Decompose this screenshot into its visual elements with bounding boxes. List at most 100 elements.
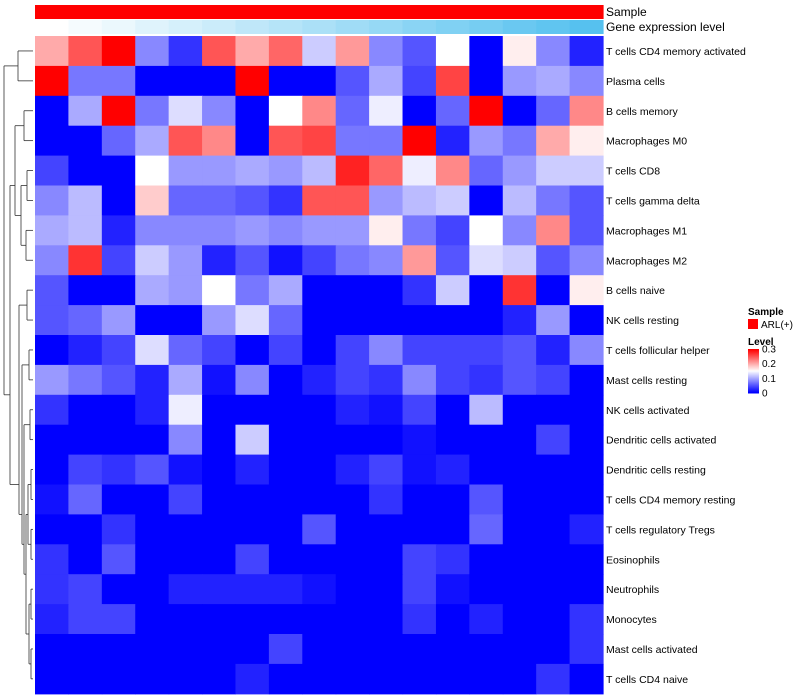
heatmap-cell: [435, 544, 470, 575]
legend-gradient-step: [748, 361, 759, 363]
heatmap-cell: [569, 454, 604, 486]
heatmap-cell: [35, 394, 70, 426]
heatmap-cell: [569, 544, 604, 575]
legend-gradient-step: [748, 378, 759, 381]
annotation-cell: [268, 5, 303, 19]
heatmap-cell: [469, 95, 504, 127]
heatmap-cell: [335, 95, 370, 127]
heatmap-cell: [35, 454, 70, 486]
heatmap-cell: [469, 604, 504, 635]
heatmap-cell: [168, 215, 203, 246]
heatmap-cell: [335, 364, 370, 396]
heatmap-cell: [135, 36, 170, 67]
heatmap-cell: [135, 185, 170, 216]
heatmap-cell: [469, 424, 504, 456]
heatmap-cell: [302, 604, 337, 635]
heatmap-cell: [268, 335, 303, 366]
heatmap-cell: [202, 95, 237, 127]
heatmap-cell: [569, 634, 604, 665]
annotation-cell: [202, 20, 237, 34]
heatmap-cell: [335, 394, 370, 426]
heatmap-cell: [536, 484, 571, 515]
row-labels: T cells CD4 memory activated Plasma cells…: [606, 46, 746, 686]
heatmap-cell: [101, 65, 136, 97]
heatmap-cell: [135, 663, 170, 695]
heatmap-cell: [68, 125, 103, 157]
heatmap-cell: [402, 125, 437, 157]
heatmap-cell: [202, 663, 237, 695]
row-label: Dendritic cells activated: [606, 435, 716, 447]
heatmap-cell: [502, 484, 537, 515]
legend-gradient-step: [748, 349, 759, 351]
heatmap-cell: [536, 424, 571, 456]
heatmap-cell: [101, 185, 136, 216]
heatmap-cell: [435, 574, 470, 605]
legend-level-tick: 0: [762, 389, 768, 400]
heatmap-cell: [202, 364, 237, 396]
heatmap-cell: [235, 604, 270, 635]
row-label: Plasma cells: [606, 76, 665, 88]
legend-gradient-step: [748, 358, 759, 361]
heatmap-cell: [469, 335, 504, 366]
legend-gradient-step: [748, 366, 759, 369]
heatmap-cell: [101, 484, 136, 515]
annotation-cell: [502, 20, 537, 34]
legend-gradient-step: [748, 371, 759, 373]
heatmap-cell: [35, 544, 70, 575]
heatmap-cell: [569, 335, 604, 366]
annotation-cell: [402, 20, 437, 34]
heatmap-cell: [536, 245, 571, 276]
heatmap-cell: [235, 424, 270, 456]
heatmap-cell: [135, 424, 170, 456]
heatmap-cell: [536, 454, 571, 486]
heatmap-cell: [135, 155, 170, 187]
heatmap-cell: [469, 155, 504, 187]
heatmap-cell: [502, 65, 537, 97]
heatmap-cell: [369, 215, 404, 246]
heatmap-cell: [369, 305, 404, 336]
heatmap-cell: [135, 574, 170, 605]
heatmap-cell: [302, 364, 337, 396]
heatmap-cell: [168, 544, 203, 575]
heatmap-cell: [302, 394, 337, 426]
legend-gradient-step: [748, 368, 759, 371]
heatmap-cell: [68, 95, 103, 127]
legend-gradient-step: [748, 376, 759, 379]
heatmap-cell: [536, 125, 571, 157]
heatmap-cell: [268, 95, 303, 127]
heatmap-cell: [135, 544, 170, 575]
heatmap-cell: [435, 364, 470, 396]
heatmap-cell: [502, 424, 537, 456]
legend-gradient-step: [748, 380, 759, 383]
heatmap-cell: [101, 215, 136, 246]
heatmap-cell: [435, 634, 470, 665]
heatmap-cell: [502, 245, 537, 276]
heatmap-cell: [402, 663, 437, 695]
heatmap-cell: [335, 634, 370, 665]
heatmap-cell: [135, 604, 170, 635]
heatmap-cell: [101, 155, 136, 187]
heatmap-cell: [536, 364, 571, 396]
heatmap-cell: [135, 95, 170, 127]
heatmap-cell: [335, 484, 370, 515]
heatmap-cell: [435, 424, 470, 456]
heatmap-cell: [335, 544, 370, 575]
heatmap-cell: [168, 574, 203, 605]
heatmap-cell: [502, 36, 537, 67]
heatmap-cell: [335, 155, 370, 187]
heatmap-cell: [135, 394, 170, 426]
heatmap-cell: [402, 155, 437, 187]
heatmap-cell: [268, 544, 303, 575]
heatmap-cell: [435, 36, 470, 67]
heatmap-cell: [268, 215, 303, 246]
heatmap-cell: [402, 484, 437, 515]
heatmap-cell: [268, 424, 303, 456]
heatmap-cell: [168, 36, 203, 67]
heatmap-cell: [369, 484, 404, 515]
heatmap-cell: [469, 394, 504, 426]
heatmap-cell: [335, 65, 370, 97]
heatmap-cell: [469, 663, 504, 695]
heatmap-cell: [235, 245, 270, 276]
